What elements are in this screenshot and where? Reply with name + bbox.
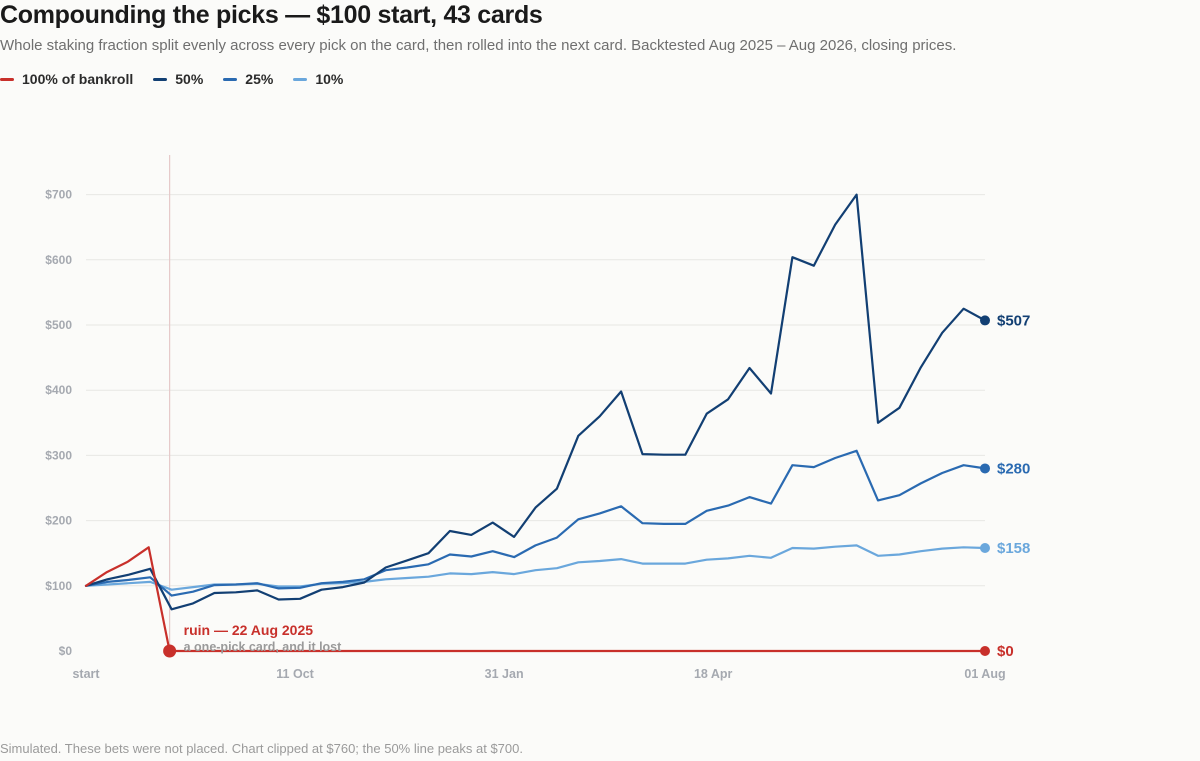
legend-swatch-100 [0,77,14,81]
footer-note: Simulated. These bets were not placed. C… [0,741,523,756]
y-tick-label: $600 [45,253,72,267]
end-dot-1 [980,315,990,326]
legend-swatch-10 [293,77,308,81]
legend: 100% of bankroll 50% 25% 10% [0,71,343,87]
end-dot-3 [980,542,990,553]
y-tick-label: $400 [45,383,72,397]
legend-label-100: 100% of bankroll [22,71,134,87]
series-line-1 [84,193,987,611]
legend-label-25: 25% [245,71,274,87]
x-tick-label: start [72,667,100,681]
legend-item-25: 25% [223,71,273,87]
x-tick-label: 01 Aug [964,667,1005,681]
end-label-1: $507 [997,312,1030,329]
end-points: $158 $280 $507 $0 [980,312,1030,660]
series-line-2 [84,449,987,597]
legend-item-10: 10% [293,71,343,87]
grid [86,194,985,587]
x-axis-ticks: start 11 Oct 31 Jan 18 Apr 01 Aug [72,667,1005,681]
end-dot-2 [980,463,990,474]
legend-item-100: 100% of bankroll [0,71,133,87]
x-tick-label: 18 Apr [694,667,733,681]
y-tick-label: $300 [45,448,72,462]
end-label-0: $0 [997,643,1014,660]
ruin-annotation: ruin — 22 Aug 2025 a one-pick card, and i… [163,622,342,658]
y-tick-label: $200 [45,514,72,528]
x-tick-label: 11 Oct [276,667,314,681]
end-dot-0 [980,646,990,656]
series-line-3 [84,544,987,591]
series-lines [84,193,987,653]
x-tick-label: 31 Jan [485,667,524,681]
y-axis-ticks: $0 $100 $200 $300 $400 $500 $600 $700 [45,188,72,658]
legend-label-50: 50% [175,71,204,87]
end-label-2: $280 [997,460,1030,477]
ruin-dot [163,644,177,658]
end-label-3: $158 [997,540,1030,557]
y-tick-label: $100 [45,579,72,593]
legend-label-10: 10% [315,71,344,87]
ruin-annotation-title: ruin — 22 Aug 2025 [184,622,314,638]
chart-title: Compounding the picks — $100 start, 43 c… [0,1,543,29]
y-tick-label: $700 [45,188,72,202]
y-tick-label: $500 [45,318,72,332]
y-tick-label: $0 [59,644,73,658]
ruin-annotation-subtitle: a one-pick card, and it lost [184,640,343,654]
legend-swatch-50 [153,77,168,81]
legend-swatch-25 [223,77,238,81]
series-line-0 [84,546,987,653]
legend-item-50: 50% [153,71,203,87]
chart-subtitle: Whole staking fraction split evenly acro… [0,37,957,54]
